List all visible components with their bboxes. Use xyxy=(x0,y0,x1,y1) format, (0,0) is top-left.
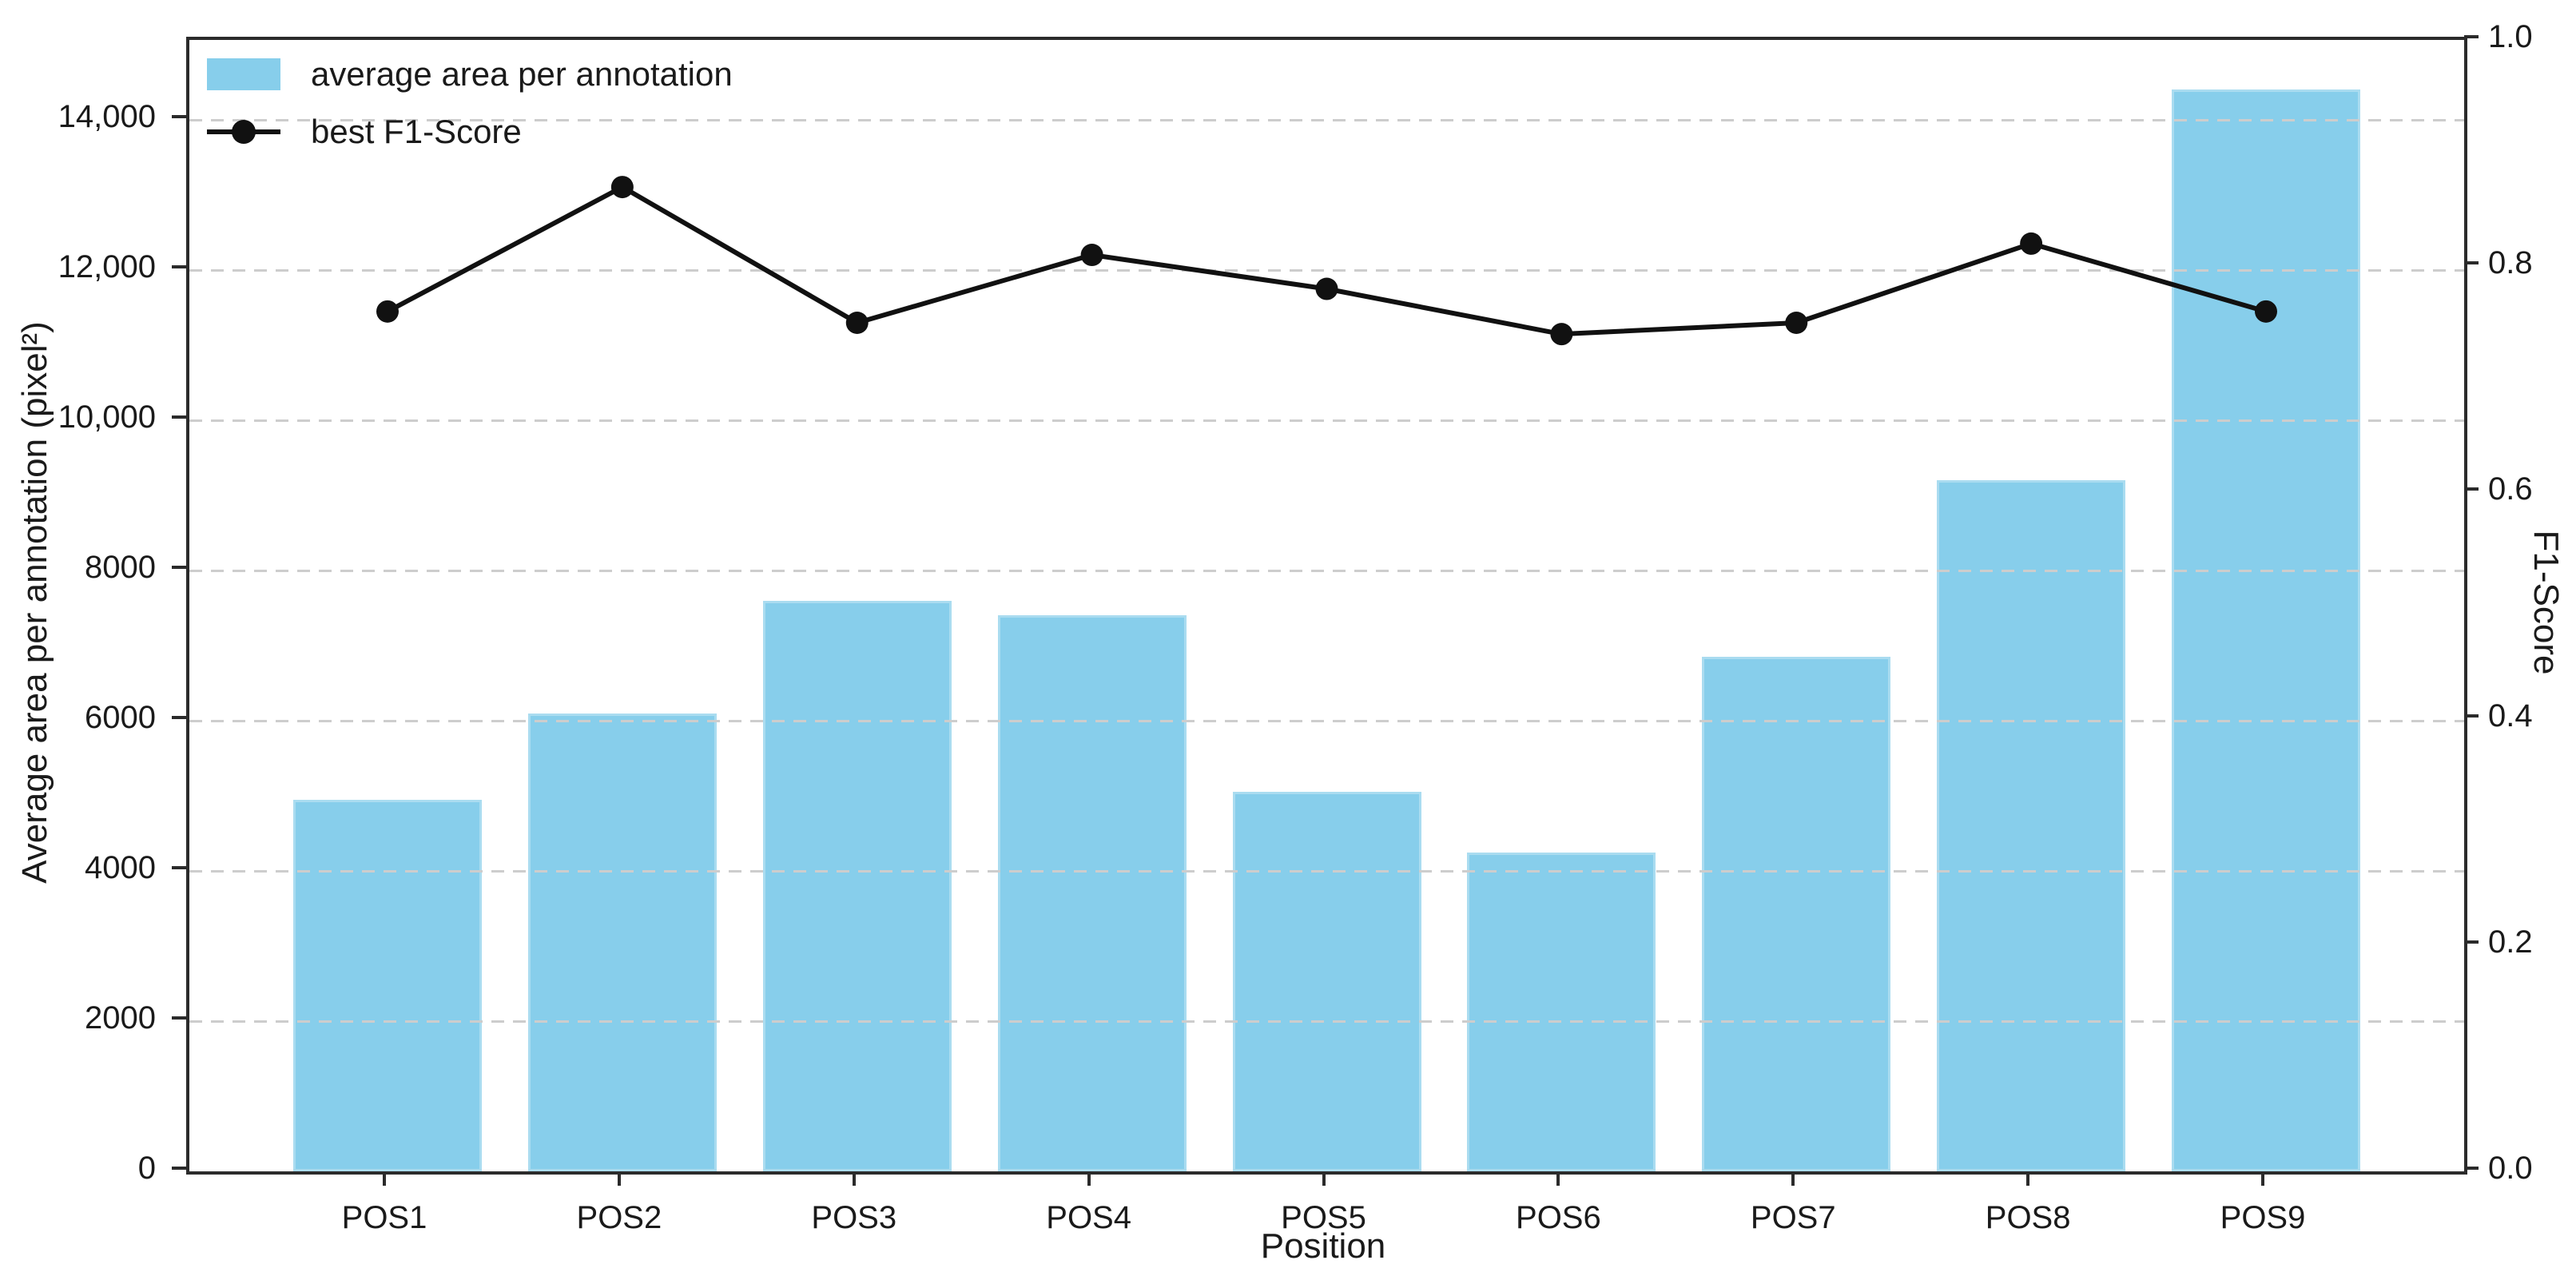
bar-POS5 xyxy=(1232,792,1421,1171)
x-tick-mark-POS9 xyxy=(2261,1171,2264,1186)
left-tick-mark-8000 xyxy=(172,566,186,569)
x-tick-label-POS3: POS3 xyxy=(811,1200,897,1235)
x-tick-mark-POS8 xyxy=(2026,1171,2030,1186)
left-tick-label-4000: 4000 xyxy=(85,850,156,885)
f1-point-POS9 xyxy=(2255,300,2277,323)
y-axis-label-right: F1-Score xyxy=(2526,530,2566,675)
right-tick-mark-0.2 xyxy=(2464,940,2479,944)
x-tick-mark-POS7 xyxy=(1791,1171,1795,1186)
f1-point-POS2 xyxy=(610,176,634,199)
f1-point-POS3 xyxy=(845,312,869,334)
x-tick-mark-POS4 xyxy=(1087,1171,1091,1186)
y-axis-label-left: Average area per annotation (pixel²) xyxy=(15,321,54,884)
x-tick-mark-POS5 xyxy=(1322,1171,1326,1186)
right-tick-mark-1.0 xyxy=(2464,35,2479,38)
bar-POS6 xyxy=(1467,852,1656,1171)
legend-item-bar: average area per annotation xyxy=(207,56,733,93)
f1-point-POS7 xyxy=(1785,312,1808,334)
x-tick-mark-POS3 xyxy=(852,1171,856,1186)
x-axis-label: Position xyxy=(1260,1226,1386,1266)
x-tick-mark-POS1 xyxy=(383,1171,386,1186)
right-tick-mark-0.0 xyxy=(2464,1167,2479,1170)
bar-POS7 xyxy=(1702,657,1891,1171)
bar-POS2 xyxy=(527,713,717,1171)
f1-point-POS8 xyxy=(2020,232,2043,255)
left-tick-mark-6000 xyxy=(172,716,186,719)
right-tick-label-0.8: 0.8 xyxy=(2488,245,2533,281)
plot-area: average area per annotation best F1-Scor… xyxy=(186,37,2467,1175)
left-tick-label-0: 0 xyxy=(137,1151,156,1186)
legend-label-line: best F1-Score xyxy=(311,113,522,150)
left-tick-label-14000: 14,000 xyxy=(58,99,156,134)
x-tick-mark-POS2 xyxy=(617,1171,621,1186)
bar-POS8 xyxy=(1937,480,2126,1171)
bar-POS1 xyxy=(293,799,482,1171)
f1-line xyxy=(386,184,2267,337)
x-tick-label-POS2: POS2 xyxy=(576,1200,662,1235)
f1-point-POS5 xyxy=(1315,277,1338,300)
f1-line-series xyxy=(376,176,2277,346)
bar-POS3 xyxy=(762,600,952,1171)
left-tick-mark-4000 xyxy=(172,866,186,869)
x-tick-label-POS4: POS4 xyxy=(1046,1200,1131,1235)
x-tick-mark-POS6 xyxy=(1556,1171,1560,1186)
left-tick-label-6000: 6000 xyxy=(85,700,156,735)
f1-point-POS1 xyxy=(376,300,399,323)
right-tick-label-0.2: 0.2 xyxy=(2488,924,2533,960)
x-tick-label-POS1: POS1 xyxy=(341,1200,427,1235)
left-tick-label-8000: 8000 xyxy=(85,550,156,585)
left-tick-mark-12000 xyxy=(172,265,186,268)
left-tick-mark-14000 xyxy=(172,115,186,118)
right-tick-label-0.4: 0.4 xyxy=(2488,698,2533,733)
bar-swatch-icon xyxy=(207,58,280,90)
left-tick-mark-0 xyxy=(172,1167,186,1170)
f1-point-POS6 xyxy=(1550,323,1573,346)
x-tick-label-POS5: POS5 xyxy=(1281,1200,1366,1235)
right-tick-mark-0.4 xyxy=(2464,714,2479,718)
right-tick-mark-0.8 xyxy=(2464,261,2479,265)
x-tick-label-POS9: POS9 xyxy=(2220,1200,2306,1235)
right-tick-label-0.0: 0.0 xyxy=(2488,1151,2533,1186)
bar-POS4 xyxy=(997,615,1187,1171)
x-tick-label-POS8: POS8 xyxy=(1985,1200,2071,1235)
right-tick-label-1.0: 1.0 xyxy=(2488,19,2533,54)
line-marker-icon xyxy=(207,116,280,148)
left-tick-mark-10000 xyxy=(172,415,186,419)
legend-label-bar: average area per annotation xyxy=(311,55,733,93)
right-tick-mark-0.6 xyxy=(2464,487,2479,491)
x-tick-label-POS6: POS6 xyxy=(1516,1200,1601,1235)
left-tick-mark-2000 xyxy=(172,1016,186,1020)
f1-point-POS4 xyxy=(1080,244,1103,267)
x-tick-label-POS7: POS7 xyxy=(1750,1200,1836,1235)
right-tick-label-0.6: 0.6 xyxy=(2488,471,2533,507)
left-tick-label-12000: 12,000 xyxy=(58,249,156,284)
legend-item-line: best F1-Score xyxy=(207,113,733,150)
left-tick-label-2000: 2000 xyxy=(85,1000,156,1036)
legend: average area per annotation best F1-Scor… xyxy=(207,56,733,150)
left-tick-label-10000: 10,000 xyxy=(58,400,156,435)
